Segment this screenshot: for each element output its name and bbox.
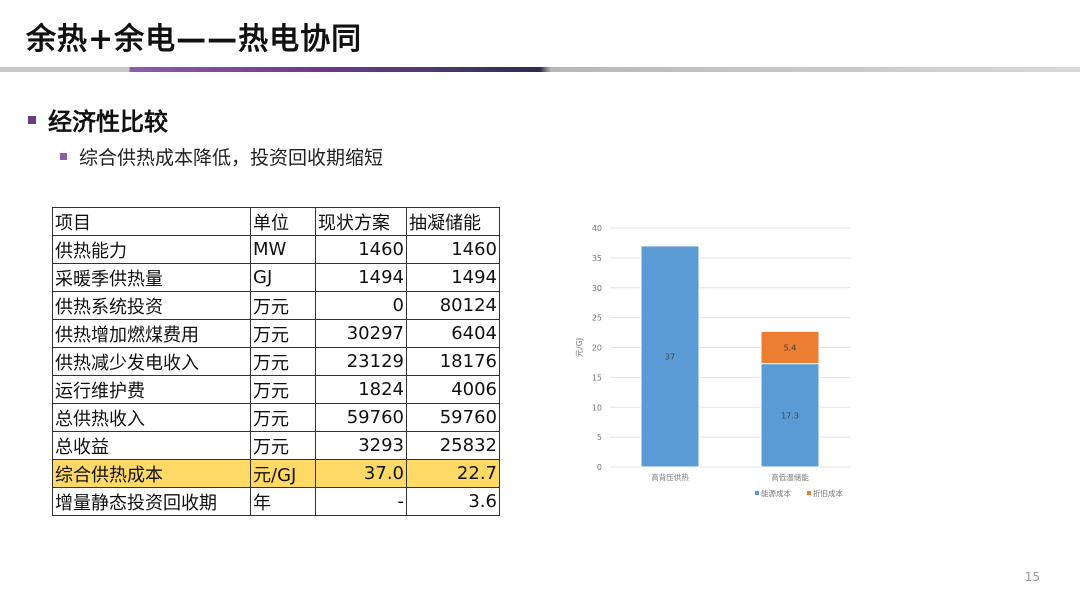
table-cell: 1460 — [406, 235, 500, 264]
y-tick-label: 5 — [597, 433, 602, 442]
y-tick-label: 10 — [592, 403, 602, 412]
page-number: 15 — [1024, 570, 1040, 584]
table-cell: 6404 — [406, 319, 500, 348]
table-cell: 供热减少发电收入 — [52, 347, 251, 376]
data-label: 5.4 — [784, 344, 797, 353]
table-row: 供热减少发电收入 万元 23129 18176 — [52, 347, 500, 376]
table-cell: 供热能力 — [52, 235, 251, 264]
slide-title: 余热+余电——热电协同 — [26, 22, 363, 57]
table-cell: 37.0 — [315, 459, 407, 488]
table-cell: 1824 — [315, 375, 407, 404]
table-cell: 3.6 — [406, 487, 500, 516]
bullet1-text: 经济性比较 — [48, 108, 168, 136]
table-cell: 抽凝储能 — [406, 207, 500, 236]
y-tick-label: 20 — [592, 344, 602, 353]
table-cell: 4006 — [406, 375, 500, 404]
bar-segment — [760, 330, 820, 365]
table-cell: 23129 — [315, 347, 407, 376]
table-cell: 3293 — [315, 431, 407, 460]
cost-bar-chart: 0 5 10 15 20 25 30 35 40 元/GJ 37 高背压供热 17.3 5.4 高低温储能能… — [575, 224, 850, 498]
table-cell: 项目 — [52, 207, 251, 236]
legend-swatch — [807, 491, 811, 495]
table-cell: 供热增加燃煤费用 — [52, 319, 251, 348]
table-cell: 1460 — [315, 235, 407, 264]
table-cell: 22.7 — [406, 459, 500, 488]
table-cell: 现状方案 — [315, 207, 407, 236]
table-cell: 年 — [250, 487, 316, 516]
table-header-row: 项目 单位 现状方案 抽凝储能 — [52, 207, 500, 236]
table-cell: 80124 — [406, 291, 500, 320]
bullet-level2: 综合供热成本降低，投资回收期缩短 — [60, 143, 383, 170]
y-tick-label: 15 — [592, 373, 602, 382]
table-cell: 总供热收入 — [52, 403, 251, 432]
table-cell: 18176 — [406, 347, 500, 376]
y-tick-label: 40 — [592, 224, 602, 233]
table-cell: 增量静态投资回收期 — [52, 487, 251, 516]
y-tick-label: 30 — [592, 284, 602, 293]
table-cell: 1494 — [406, 263, 500, 292]
y-axis-label: 元/GJ — [575, 338, 584, 357]
comparison-table: 项目 单位 现状方案 抽凝储能 供热能力 MW 1460 1460 采暖季供热量 GJ 1494 14… — [52, 207, 500, 516]
table-cell: 30297 — [315, 319, 407, 348]
table-cell: 综合供热成本 — [52, 459, 251, 488]
table-row: 运行维护费 万元 1824 4006 — [52, 375, 500, 404]
table-row: 采暖季供热量 GJ 1494 1494 — [52, 263, 500, 292]
table-cell: 万元 — [250, 403, 316, 432]
bar-segment — [760, 363, 820, 468]
table-cell: 万元 — [250, 375, 316, 404]
table-cell: 万元 — [250, 291, 316, 320]
data-label: 37 — [665, 352, 675, 361]
title-divider — [0, 67, 1080, 72]
table-cell: 59760 — [406, 403, 500, 432]
table-cell: 运行维护费 — [52, 375, 251, 404]
legend-label: 能源成本 — [761, 488, 791, 498]
table-row: 供热能力 MW 1460 1460 — [52, 235, 500, 264]
table-cell: 59760 — [315, 403, 407, 432]
table-cell: 万元 — [250, 431, 316, 460]
table-cell: 1494 — [315, 263, 407, 292]
table-cell: 万元 — [250, 347, 316, 376]
legend-label: 折旧成本 — [813, 488, 843, 498]
table-row: 总收益 万元 3293 25832 — [52, 431, 500, 460]
table-cell: 0 — [315, 291, 407, 320]
table-row: 供热增加燃煤费用 万元 30297 6404 — [52, 319, 500, 348]
table-cell: 25832 — [406, 431, 500, 460]
table-cell: 元/GJ — [250, 459, 316, 488]
bullet-square-icon — [28, 115, 36, 124]
bar-segment — [640, 245, 700, 468]
table-row: 增量静态投资回收期年 -3.6 — [52, 487, 500, 516]
legend-swatch — [755, 491, 759, 495]
table-cell: 总收益 — [52, 431, 251, 460]
bullet2-text: 综合供热成本降低，投资回收期缩短 — [79, 147, 384, 169]
table-cell: 万元 — [250, 319, 316, 348]
table-cell: MW — [250, 235, 316, 264]
table-cell: 单位 — [250, 207, 316, 236]
x-category-label: 高低温储能 — [771, 472, 809, 482]
data-label: 17.3 — [781, 411, 799, 420]
y-tick-label: 35 — [592, 254, 602, 263]
bullet-small-square-icon — [60, 153, 67, 160]
y-tick-label: 25 — [592, 314, 602, 323]
y-tick-label: 0 — [597, 463, 602, 472]
table-cell: GJ — [250, 263, 316, 292]
bullet-level1: 经济性比较 — [28, 102, 168, 137]
table-row: 总供热收入 万元 59760 59760 — [52, 403, 500, 432]
table-row: 供热系统投资 万元 0 80124 — [52, 291, 500, 320]
table-cell: 采暖季供热量 — [52, 263, 251, 292]
table-row: 综合供热成本 元/GJ 37.0 22.7 — [52, 459, 500, 488]
table-cell: 供热系统投资 — [52, 291, 251, 320]
x-category-label: 高背压供热 — [651, 472, 689, 482]
table-cell: - — [315, 487, 407, 516]
